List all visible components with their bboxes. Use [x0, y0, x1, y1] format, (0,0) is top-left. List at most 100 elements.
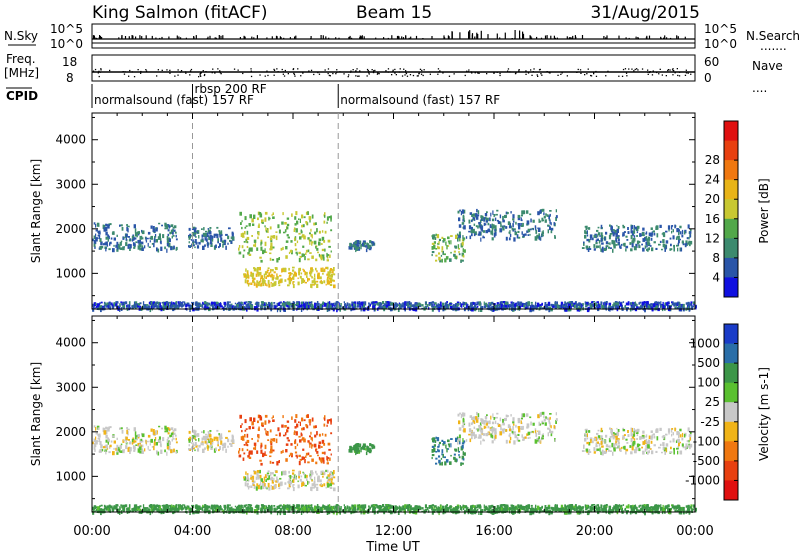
echo-mark	[164, 430, 167, 433]
echo-mark	[514, 304, 517, 307]
echo-mark	[137, 239, 140, 244]
echo-mark	[167, 436, 170, 440]
echo-mark	[97, 437, 99, 440]
echo-mark	[133, 440, 135, 444]
echo-mark	[641, 435, 645, 438]
echo-mark	[692, 301, 695, 304]
echo-mark	[273, 484, 276, 489]
echo-mark	[605, 245, 609, 247]
echo-mark	[474, 304, 477, 309]
echo-mark	[115, 447, 118, 451]
echo-mark	[478, 231, 481, 236]
echo-mark	[458, 451, 460, 453]
echo-mark	[236, 304, 238, 308]
echo-mark	[309, 239, 312, 242]
echo-mark	[325, 266, 328, 269]
echo-mark	[225, 448, 227, 453]
echo-mark	[404, 305, 406, 307]
echo-mark	[257, 236, 259, 240]
echo-mark	[316, 283, 319, 288]
echo-mark	[482, 438, 484, 441]
echo-mark	[593, 451, 596, 454]
echo-mark	[323, 280, 326, 284]
echo-mark	[638, 245, 641, 249]
echo-mark	[538, 438, 541, 443]
echo-mark	[243, 306, 246, 310]
echo-mark	[678, 442, 680, 447]
echo-mark	[117, 243, 120, 248]
echo-mark	[103, 227, 107, 232]
echo-mark	[278, 487, 281, 490]
echo-mark	[669, 248, 673, 251]
echo-mark	[211, 239, 214, 242]
echo-mark	[541, 302, 543, 306]
echo-mark	[560, 301, 563, 305]
echo-mark	[494, 434, 497, 439]
echo-mark	[688, 302, 690, 306]
echo-mark	[526, 230, 529, 233]
echo-mark	[320, 256, 323, 261]
echo-mark	[299, 458, 302, 461]
echo-mark	[462, 451, 464, 456]
echo-mark	[605, 231, 608, 235]
echo-mark	[304, 271, 307, 276]
echo-mark	[302, 268, 304, 271]
echo-mark	[502, 428, 505, 433]
echo-mark	[249, 417, 252, 422]
freq-mark	[185, 72, 187, 74]
echo-mark	[167, 432, 170, 435]
echo-mark	[602, 440, 604, 443]
echo-mark	[175, 238, 178, 241]
echo-mark	[541, 219, 544, 222]
echo-mark	[133, 449, 136, 452]
echo-mark	[285, 255, 288, 259]
echo-mark	[590, 301, 593, 304]
echo-mark	[441, 449, 444, 454]
echo-mark	[175, 437, 177, 441]
echo-mark	[438, 303, 441, 307]
echo-mark	[491, 307, 494, 312]
freq-mark	[405, 70, 407, 72]
echo-mark	[96, 237, 99, 239]
echo-mark	[103, 427, 106, 433]
echo-mark	[488, 306, 491, 311]
echo-mark	[271, 277, 274, 281]
echo-mark	[457, 413, 460, 417]
echo-mark	[202, 245, 205, 250]
echo-mark	[649, 306, 652, 310]
echo-mark	[149, 240, 151, 243]
echo-mark	[331, 307, 333, 309]
echo-mark	[204, 237, 207, 241]
freq-mark	[538, 69, 541, 71]
echo-mark	[183, 302, 186, 306]
echo-mark	[601, 246, 604, 252]
echo-mark	[555, 216, 557, 221]
nsky-mark	[151, 35, 153, 39]
echo-mark	[351, 507, 355, 510]
echo-mark	[166, 248, 168, 253]
echo-mark	[554, 439, 556, 442]
freq-mark	[405, 72, 408, 75]
echo-mark	[241, 220, 243, 223]
echo-mark	[459, 302, 461, 306]
echo-mark	[441, 250, 443, 253]
freq-label-top: Freq.	[6, 52, 36, 66]
nsky-mark	[529, 35, 531, 39]
echo-mark	[438, 459, 441, 464]
echo-mark	[281, 424, 284, 428]
echo-mark	[541, 307, 545, 309]
echo-mark	[93, 442, 97, 448]
echo-mark	[248, 223, 251, 227]
echo-mark	[673, 447, 675, 451]
freq-mark	[266, 70, 268, 72]
echo-mark	[415, 302, 418, 305]
echo-mark	[204, 303, 206, 308]
echo-mark	[258, 415, 262, 418]
echo-mark	[217, 241, 219, 244]
echo-mark	[270, 268, 272, 274]
nsky-mark	[684, 36, 686, 39]
echo-mark	[689, 240, 693, 245]
echo-mark	[179, 301, 182, 304]
echo-mark	[294, 304, 297, 306]
echo-mark	[667, 428, 671, 433]
